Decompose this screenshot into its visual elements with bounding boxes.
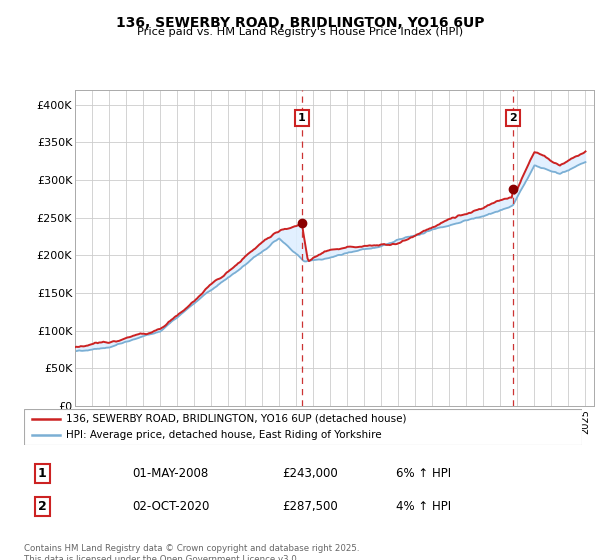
Text: £243,000: £243,000 [282, 466, 338, 480]
Text: 6% ↑ HPI: 6% ↑ HPI [396, 466, 451, 480]
Text: HPI: Average price, detached house, East Riding of Yorkshire: HPI: Average price, detached house, East… [66, 430, 382, 440]
Text: 02-OCT-2020: 02-OCT-2020 [132, 500, 209, 514]
Text: 1: 1 [38, 466, 46, 480]
Text: 136, SEWERBY ROAD, BRIDLINGTON, YO16 6UP: 136, SEWERBY ROAD, BRIDLINGTON, YO16 6UP [116, 16, 484, 30]
Text: 1: 1 [298, 113, 306, 123]
Text: 2: 2 [38, 500, 46, 514]
Text: Price paid vs. HM Land Registry's House Price Index (HPI): Price paid vs. HM Land Registry's House … [137, 27, 463, 37]
Text: 136, SEWERBY ROAD, BRIDLINGTON, YO16 6UP (detached house): 136, SEWERBY ROAD, BRIDLINGTON, YO16 6UP… [66, 414, 406, 424]
Text: £287,500: £287,500 [282, 500, 338, 514]
Text: Contains HM Land Registry data © Crown copyright and database right 2025.
This d: Contains HM Land Registry data © Crown c… [24, 544, 359, 560]
Text: 2: 2 [509, 113, 517, 123]
Text: 4% ↑ HPI: 4% ↑ HPI [396, 500, 451, 514]
Text: 01-MAY-2008: 01-MAY-2008 [132, 466, 208, 480]
